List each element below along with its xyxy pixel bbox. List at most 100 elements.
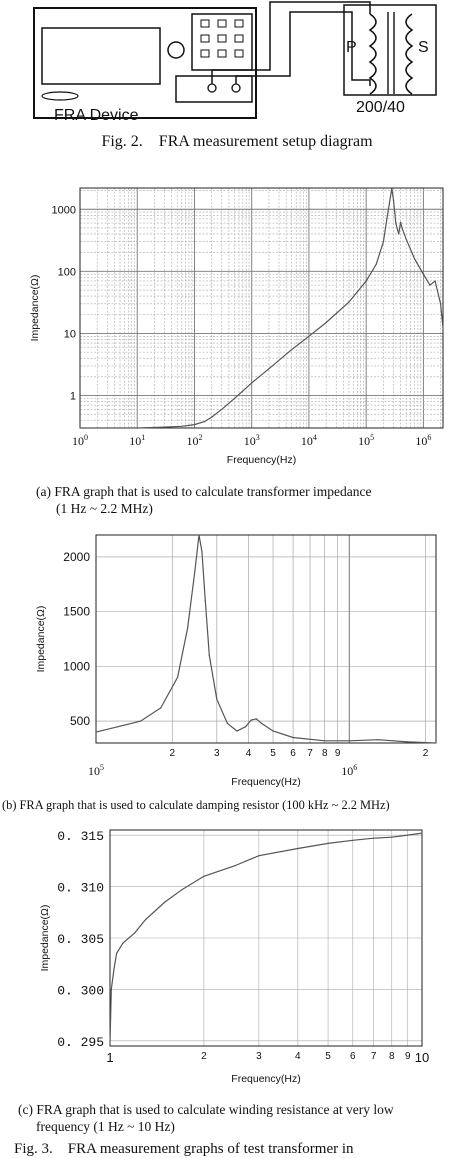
chart-a: 100 101 102 103 104 105 106 1 10 100 1000 Frequency… [29, 187, 444, 466]
x-tick-label: 6 [290, 748, 296, 759]
data-point [201, 550, 203, 552]
data-point [163, 426, 166, 428]
x-tick-label: 100 [72, 433, 88, 448]
data-point [203, 875, 205, 877]
y-tick-label: 0. 300 [57, 983, 104, 998]
y-axis-label: Impedance(Ω) [29, 275, 41, 342]
test-lead-2 [235, 11, 371, 86]
data-point [308, 335, 310, 337]
data-point [109, 1043, 111, 1045]
data-point [407, 834, 409, 836]
plot-frame [95, 534, 437, 744]
x-axis-label: Frequency(Hz) [227, 454, 296, 466]
test-lead-1 [211, 1, 371, 84]
winding-s-label: S [418, 39, 429, 56]
x-tick-label: 1 [106, 1050, 113, 1065]
data-point [134, 932, 136, 934]
data-point [434, 280, 436, 282]
data-point [145, 918, 147, 921]
data-point [422, 273, 424, 275]
x-tick-label: 4 [295, 1051, 301, 1062]
data-point [377, 739, 379, 741]
transformer-box [343, 4, 437, 96]
plot-frame [79, 187, 444, 429]
fra-device-body [33, 7, 257, 119]
data-point [352, 839, 354, 841]
x-tick-label: 8 [322, 748, 328, 759]
y-tick-label: 100 [58, 266, 76, 278]
data-point [113, 968, 115, 970]
caption-c-line1: (c) FRA graph that is used to calculate … [18, 1102, 394, 1117]
data-point [440, 303, 442, 305]
x-tick-label: 3 [256, 1051, 262, 1062]
data-point [292, 736, 294, 739]
x-tick-label: 102 [186, 433, 202, 448]
data-point [187, 627, 189, 629]
data-point [386, 218, 388, 220]
data-point [348, 301, 350, 303]
data-point [258, 855, 260, 857]
fra-device-knob [167, 41, 185, 59]
y-tick-label: 1000 [63, 659, 90, 673]
y-axis-label: Impedance(Ω) [39, 905, 51, 972]
x-tick-label: 7 [371, 1051, 377, 1062]
fra-device-foot [41, 91, 79, 101]
winding-p-label: P [346, 39, 357, 56]
data-point [177, 676, 179, 678]
data-point [375, 263, 377, 265]
data-point [110, 988, 112, 990]
data-point [211, 416, 213, 418]
data-point [116, 952, 118, 954]
data-point [272, 730, 274, 732]
data-point [382, 241, 384, 243]
data-point [193, 424, 196, 426]
x-tick-label: 105 [358, 433, 374, 448]
y-tick-label: 500 [70, 714, 90, 728]
x-tick-label: 106 [415, 433, 431, 448]
data-point [398, 233, 400, 235]
data-point [226, 722, 228, 724]
ratio-label: 200/40 [356, 99, 405, 116]
data-point [251, 382, 253, 384]
plot-frame [109, 829, 423, 1047]
series-line [109, 832, 423, 1044]
x-tick-label: 9 [335, 748, 341, 759]
x-tick-label: 2 [423, 748, 429, 759]
data-point [164, 901, 166, 903]
data-point [365, 280, 367, 282]
caption-a-line2: (1 Hz ~ 2.2 MHz) [56, 501, 153, 516]
transformer-secondary-coil [405, 13, 414, 95]
fra-device-port-panel [175, 75, 253, 103]
data-point [401, 228, 403, 230]
chart-c: 1 2 3 4 5 6 7 8 9 10 0. 295 0. 300 0. 305 0. 310 0. 31… [39, 829, 429, 1085]
fra-device-screen [41, 27, 161, 85]
data-point [421, 832, 423, 834]
y-tick-label: 2000 [63, 550, 90, 564]
x-tick-label: 5 [325, 1051, 331, 1062]
x-tick-label: 104 [301, 433, 317, 448]
data-point [389, 199, 391, 201]
y-tick-label: 0. 305 [57, 932, 104, 947]
data-point [221, 408, 223, 410]
fra-device-keypad [200, 19, 244, 58]
y-tick-label: 1500 [63, 605, 90, 619]
data-point [250, 719, 252, 721]
data-point [233, 397, 236, 399]
x-tick-label: 7 [307, 748, 313, 759]
data-point [140, 720, 142, 722]
data-point [122, 942, 124, 944]
data-point [198, 534, 200, 536]
y-tick-label: 10 [64, 328, 76, 340]
data-point [325, 321, 327, 324]
data-point [395, 222, 397, 224]
chart-b: 2 3 4 5 6 7 8 9 2 105 106 500 1000 1500 2000 Frequency(… [35, 534, 437, 788]
data-point [400, 221, 402, 223]
x-axis-label: Frequency(Hz) [231, 776, 300, 788]
x-tick-label: 101 [129, 433, 145, 448]
series-line [95, 534, 437, 744]
caption-b: (b) FRA graph that is used to calculate … [2, 798, 390, 812]
x-tick-label: 2 [201, 1051, 207, 1062]
x-tick-label: 9 [405, 1051, 411, 1062]
data-point [79, 427, 81, 429]
fra-device-port-2 [231, 83, 241, 93]
